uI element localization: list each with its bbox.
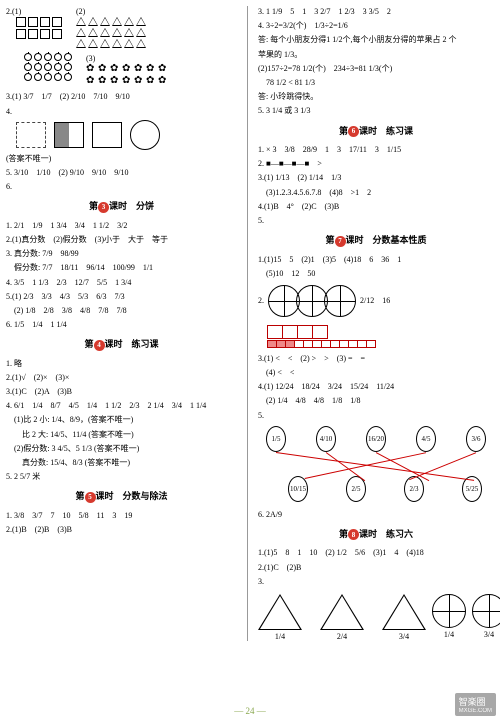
oval-2: 4/10	[316, 426, 336, 452]
r5c: 答: 小玲跳得快。	[258, 91, 494, 102]
r7-4b: (2) 1/4 4/8 4/8 1/8 1/8	[258, 395, 494, 406]
oval-5: 3/6	[466, 426, 486, 452]
oval-4: 4/5	[416, 426, 436, 452]
r7-1b: (5)10 12 50	[258, 268, 494, 279]
r5d: 5. 3 1/4 或 3 1/3	[258, 105, 494, 116]
heading-6: 第6课时 练习课	[258, 124, 494, 137]
matching-diagram: 1/5 4/10 16/20 4/5 3/6 10/15 2/5 2/3 5/2…	[258, 426, 494, 504]
left-column: 2.(1) (2)	[6, 6, 237, 641]
q4-note: (答案不唯一)	[6, 153, 237, 164]
r7-5: 5.	[258, 410, 494, 421]
circle-set: 1/4 3/4	[432, 594, 500, 641]
l3-6: 6. 1/5 1/4 1 1/4	[6, 319, 237, 330]
oval-1: 1/5	[266, 426, 286, 452]
q4: 4.	[6, 106, 237, 117]
tri-b: 2/4	[320, 632, 364, 641]
r6-3a: 3.(1) 1/13 (2) 1/14 1/3	[258, 172, 494, 183]
l3-4: 4. 3/5 1 1/3 2/3 12/7 5/5 1 3/4	[6, 277, 237, 288]
q6: 6.	[6, 181, 237, 192]
l4-5: 5. 2 5/7 米	[6, 471, 237, 482]
tri-a: 1/4	[258, 632, 302, 641]
l4-2: 2.(1)√ (2)× (3)×	[6, 372, 237, 383]
three-circles	[270, 285, 354, 317]
l3-3a: 3. 真分数: 7/9 98/99	[6, 248, 237, 259]
r4b: 答: 每个小朋友分得1 1/2个,每个小朋友分得的苹果占 2 个	[258, 34, 494, 45]
l3-2: 2.(1)真分数 (2)假分数 (3)小于 大于 等于	[6, 234, 237, 245]
l3-1: 1. 2/1 1/9 1 3/4 3/4 1 1/2 3/2	[6, 220, 237, 231]
r6-1: 1. × 3 3/8 28/9 1 3 17/11 3 1/15	[258, 144, 494, 155]
oval-3: 16/20	[366, 426, 386, 452]
circ-b: 3/4	[472, 630, 500, 639]
r8-1: 1.(1)5 8 1 10 (2) 1/2 5/6 (3)1 4 (4)18	[258, 547, 494, 558]
strip-diagram	[268, 325, 494, 348]
r7-4a: 4.(1) 12/24 18/24 3/24 15/24 11/24	[258, 381, 494, 392]
r3: 3. 1 1/9 5 1 3 2/7 1 2/3 3 3/5 2	[258, 6, 494, 17]
r5b: 78 1/2 < 81 1/3	[258, 77, 494, 88]
l3-5a: 5.(1) 2/3 3/3 4/3 5/3 6/3 7/3	[6, 291, 237, 302]
q3: 3.(1) 3/7 1/7 (2) 2/10 7/10 9/10	[6, 91, 237, 102]
l5-1: 1. 3/8 3/7 7 10 5/8 11 3 19	[6, 510, 237, 521]
page-number: 24	[246, 706, 255, 716]
heading-7: 第7课时 分数基本性质	[258, 233, 494, 246]
r7-1a: 1.(1)15 5 (2)1 (3)5 (4)18 6 36 1	[258, 254, 494, 265]
l4-3: 3.(1)C (2)A (3)B	[6, 386, 237, 397]
q2-label: 2.(1)	[6, 6, 62, 17]
heading-4: 第4课时 练习课	[6, 337, 237, 350]
heading-3: 第3课时 分饼	[6, 199, 237, 212]
r4c: 苹果的 1/3。	[258, 49, 494, 60]
triangle-row: 1/4 2/4 3/4	[258, 594, 426, 641]
r7-6a: 6. 2A/9	[258, 509, 494, 520]
r7-2: 2.	[258, 295, 264, 306]
r8-2: 2.(1)C (2)B	[258, 562, 494, 573]
l5-2: 2.(1)B (2)B (3)B	[6, 524, 237, 535]
r4a: 4. 3÷2=3/2(个) 1/3÷2=1/6	[258, 20, 494, 31]
r6-2: 2. ■―■―■―■ >	[258, 158, 494, 169]
tri-c: 3/4	[382, 632, 426, 641]
q2-shapes-3: (3) ✿✿✿✿✿✿✿ ✿✿✿✿✿✿✿	[6, 53, 237, 86]
q2-2: (2)	[76, 6, 146, 17]
r5a: (2)157÷2=78 1/2(个) 234÷3=81 1/3(个)	[258, 63, 494, 74]
oval-6: 10/15	[288, 476, 308, 502]
heading-8: 第8课时 练习六	[258, 527, 494, 540]
r8-3: 3.	[258, 576, 494, 587]
r7-3a: 3.(1) < < (2) > > (3) = =	[258, 353, 494, 364]
circ-a: 1/4	[432, 630, 466, 639]
r7-3b: (4) < <	[258, 367, 494, 378]
q2-shapes: 2.(1) (2)	[6, 6, 237, 48]
l4-4b: 比 2 大: 14/5、11/4 (答案不唯一)	[6, 429, 237, 440]
l4-4d: 真分数: 15/4、8/3 (答案不唯一)	[6, 457, 237, 468]
l4-4: 4. 6/1 1/4 8/7 4/5 1/4 1 1/2 2/3 2 1/4 3…	[6, 400, 237, 411]
page-footer: — 24 —	[0, 706, 500, 716]
l3-5b: (2) 1/8 2/8 3/8 4/8 7/8 7/8	[6, 305, 237, 316]
r6-3b: (3)1.2.3.4.5.6.7.8 (4)8 >1 2	[258, 187, 494, 198]
r6-5: 5.	[258, 215, 494, 226]
l4-1: 1. 略	[6, 358, 237, 369]
r7-2side: 2/12 16	[360, 295, 390, 306]
column-divider	[247, 6, 248, 641]
l3-3b: 假分数: 7/7 18/11 96/14 100/99 1/1	[6, 262, 237, 273]
right-column: 3. 1 1/9 5 1 3 2/7 1 2/3 3 3/5 2 4. 3÷2=…	[258, 6, 494, 641]
l4-4c: (2)假分数: 3 4/5、5 1/3 (答案不唯一)	[6, 443, 237, 454]
oval-8: 2/3	[404, 476, 424, 502]
q5: 5. 3/10 1/10 (2) 9/10 9/10 9/10	[6, 167, 237, 178]
r6-4: 4.(1)B 4° (2)C (3)B	[258, 201, 494, 212]
watermark: 智楽圈MXGE.COM	[455, 693, 496, 716]
q4-shapes	[6, 120, 237, 150]
l4-4a: (1)比 2 小: 1/4、8/9，(答案不唯一)	[6, 414, 237, 425]
heading-5: 第5课时 分数与除法	[6, 489, 237, 502]
